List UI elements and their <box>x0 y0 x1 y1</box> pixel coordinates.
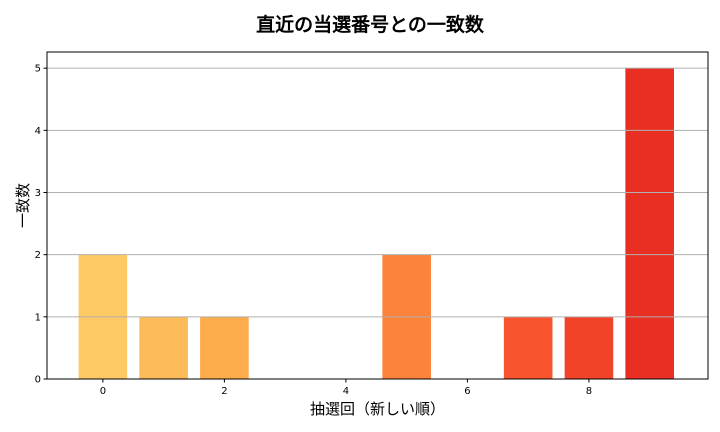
y-tick-label: 4 <box>35 126 41 137</box>
axes-frame <box>46 51 709 380</box>
y-tick-label: 3 <box>35 188 41 199</box>
bar <box>139 316 188 379</box>
y-tick-label: 2 <box>35 250 41 261</box>
y-tick-label: 5 <box>35 64 41 75</box>
x-tick-label: 6 <box>464 386 470 397</box>
x-axis-label: 抽選回（新しい順） <box>309 400 445 418</box>
x-tick-label: 0 <box>100 386 106 397</box>
bar <box>200 316 249 379</box>
bar <box>564 316 614 379</box>
chart-title: 直近の当選番号との一致数 <box>256 14 484 36</box>
x-tick-label: 8 <box>586 386 592 397</box>
x-tick-label: 2 <box>221 386 227 397</box>
y-tick-label: 0 <box>35 375 41 386</box>
bar <box>625 68 674 379</box>
y-tick-label: 1 <box>35 312 41 323</box>
x-tick-label: 4 <box>343 386 349 397</box>
bar <box>503 316 553 379</box>
